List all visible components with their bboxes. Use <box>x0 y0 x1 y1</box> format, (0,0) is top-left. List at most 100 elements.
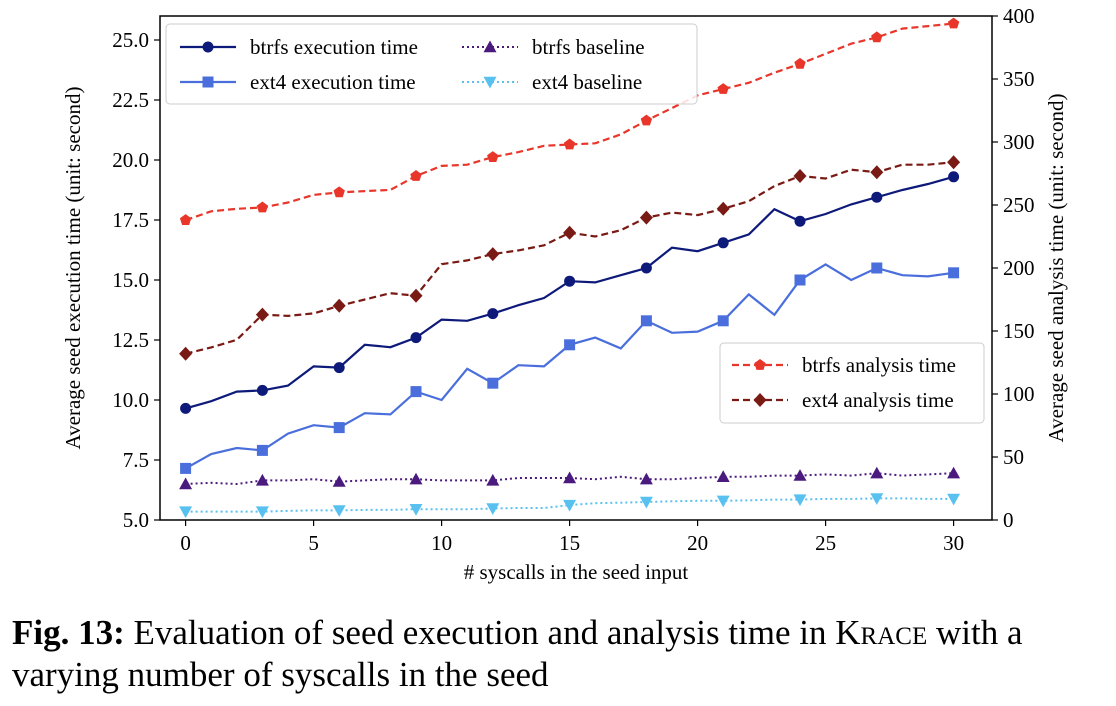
caption-label: Fig. 13: <box>12 613 125 652</box>
ext4-execution-time-point <box>410 386 422 398</box>
ext4-baseline-line <box>185 497 954 513</box>
legends: btrfs execution time ext4 execution time b… <box>165 23 985 424</box>
y-left-tick-label: 12.5 <box>112 328 149 352</box>
ext4-execution-time-point <box>794 274 806 286</box>
y-right-tick-label: 50 <box>1003 445 1024 469</box>
x-axis-label: # syscalls in the seed input <box>464 560 689 584</box>
btrfs-execution-time-point <box>180 402 192 414</box>
y-right-tick-label: 100 <box>1003 382 1035 406</box>
ext4-execution-time-point <box>333 422 345 434</box>
y-left-tick-label: 15.0 <box>112 268 149 292</box>
ext4-analysis-time-point <box>716 201 730 216</box>
y-left-tick-label: 25.0 <box>112 28 149 52</box>
figure-caption: Fig. 13: Evaluation of seed execution an… <box>12 612 1108 696</box>
btrfs-execution-time-point <box>256 384 268 396</box>
series-ext4-analysis-time <box>179 155 961 361</box>
legend-label: btrfs analysis time <box>802 353 956 377</box>
y-left-axis-label: Average seed execution time (unit: secon… <box>61 87 85 450</box>
ext4-baseline-point <box>409 504 423 516</box>
btrfs-analysis-time-point <box>333 186 345 198</box>
legend-marker <box>483 76 497 89</box>
btrfs-baseline-point <box>639 472 653 485</box>
ext4-baseline-point <box>947 493 961 506</box>
x-tick-label: 25 <box>815 531 836 555</box>
ext4-baseline-point <box>793 494 807 507</box>
btrfs-analysis-time-point <box>717 83 729 94</box>
y-right-tick-label: 300 <box>1003 130 1035 154</box>
caption-text-after: with a varying number of syscalls in the… <box>12 613 1023 694</box>
series-ext4-baseline <box>179 493 961 519</box>
legend-marker <box>754 359 766 370</box>
legend-marker <box>202 41 214 53</box>
y-left-tick-label: 10.0 <box>112 388 149 412</box>
legend-entry-btrfs-execution-time: btrfs execution time <box>180 35 418 59</box>
ext4-baseline-point <box>255 506 269 519</box>
chart: 0 5 10 15 20 25 30 5.0 7.5 10.0 12.5 15.0 17.5 20.0 22… <box>61 4 1068 584</box>
ext4-baseline-point <box>716 495 730 508</box>
btrfs-execution-time-point <box>410 332 422 344</box>
btrfs-analysis-time-point <box>256 201 269 213</box>
x-tick-label: 10 <box>431 531 452 555</box>
y-left-tick-label: 22.5 <box>112 88 149 112</box>
ext4-analysis-time-point <box>563 225 577 240</box>
ext4-analysis-time-point <box>409 288 423 303</box>
legend-entry-btrfs-analysis-time: btrfs analysis time <box>732 353 956 377</box>
y-right-axis-label: Average seed analysis time (unit: second… <box>1044 94 1068 443</box>
ext4-analysis-time-point <box>947 155 961 170</box>
btrfs-execution-time-point <box>794 215 806 227</box>
series-ext4-execution-time <box>180 262 960 474</box>
btrfs-execution-time-point <box>564 275 576 287</box>
btrfs-execution-time-point <box>717 237 729 249</box>
ext4-execution-time-point <box>487 377 499 389</box>
x-tick-label: 5 <box>308 531 319 555</box>
legend-label: ext4 execution time <box>250 70 416 94</box>
legend-box <box>719 342 985 424</box>
axes: 0 5 10 15 20 25 30 5.0 7.5 10.0 12.5 15.0 17.5 20.0 22… <box>61 4 1068 584</box>
legend-entry-ext4-analysis-time: ext4 analysis time <box>732 388 954 412</box>
btrfs-execution-time-point <box>640 262 652 274</box>
legend-entry-ext4-execution-time: ext4 execution time <box>180 70 416 94</box>
ext4-baseline-point <box>486 503 500 515</box>
y-left-tick-label: 17.5 <box>112 208 149 232</box>
y-left-tick-label: 20.0 <box>112 148 149 172</box>
y-right-tick-label: 400 <box>1003 4 1035 28</box>
caption-system-name: Krace <box>835 613 928 652</box>
legend-marker <box>753 393 767 407</box>
y-right-tick-label: 0 <box>1003 508 1014 532</box>
ext4-baseline-point <box>563 499 577 512</box>
ext4-baseline-point <box>870 493 884 505</box>
btrfs-execution-time-point <box>948 171 960 183</box>
btrfs-execution-time-point <box>871 191 883 203</box>
legend-marker <box>483 40 497 53</box>
x-tick-label: 15 <box>559 531 580 555</box>
btrfs-analysis-time-point <box>487 151 499 162</box>
btrfs-baseline-point <box>563 471 577 484</box>
x-tick-label: 30 <box>943 531 964 555</box>
ext4-execution-time-point <box>640 315 652 327</box>
ext4-execution-time-point <box>717 315 729 327</box>
btrfs-baseline-point <box>947 466 961 479</box>
legend-marker <box>202 76 214 88</box>
btrfs-baseline-point <box>793 469 807 481</box>
ext4-analysis-time-point <box>179 346 193 361</box>
ext4-analysis-time-point <box>332 298 346 313</box>
btrfs-baseline-line <box>185 472 954 486</box>
ext4-execution-time-point <box>180 462 192 474</box>
series-btrfs-analysis-time <box>179 17 960 225</box>
btrfs-analysis-time-point <box>410 170 422 181</box>
series-btrfs-execution-time <box>180 171 960 414</box>
y-right-tick-label: 250 <box>1003 193 1035 217</box>
y-left-tick-label: 7.5 <box>123 448 149 472</box>
y-right-tick-label: 150 <box>1003 319 1035 343</box>
ext4-execution-time-point <box>256 444 268 456</box>
btrfs-baseline-point <box>332 475 346 487</box>
legend-label: btrfs baseline <box>532 35 645 59</box>
ext4-baseline-point <box>639 496 653 509</box>
legend-center-right: btrfs analysis time ext4 analysis time <box>719 342 985 424</box>
btrfs-baseline-point <box>716 470 730 482</box>
ext4-execution-time-point <box>871 262 883 274</box>
btrfs-execution-time-point <box>333 362 345 374</box>
legend-entry-btrfs-baseline: btrfs baseline <box>462 35 645 59</box>
btrfs-analysis-time-point <box>871 31 883 43</box>
btrfs-baseline-point <box>255 473 269 486</box>
